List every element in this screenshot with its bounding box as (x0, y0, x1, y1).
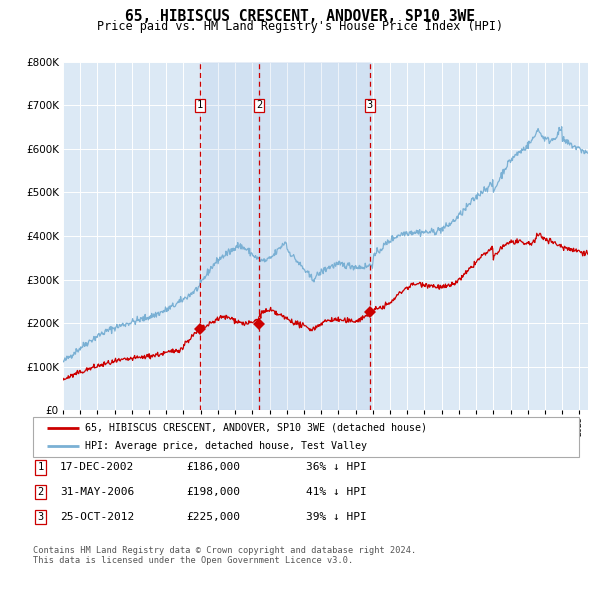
Text: 2: 2 (38, 487, 44, 497)
Text: 17-DEC-2002: 17-DEC-2002 (60, 463, 134, 472)
Text: 3: 3 (367, 100, 373, 110)
Text: Contains HM Land Registry data © Crown copyright and database right 2024.: Contains HM Land Registry data © Crown c… (33, 546, 416, 555)
Text: £186,000: £186,000 (186, 463, 240, 472)
Text: £198,000: £198,000 (186, 487, 240, 497)
Text: 25-OCT-2012: 25-OCT-2012 (60, 512, 134, 522)
Text: £225,000: £225,000 (186, 512, 240, 522)
Text: 1: 1 (197, 100, 203, 110)
FancyBboxPatch shape (33, 417, 579, 457)
Text: 39% ↓ HPI: 39% ↓ HPI (306, 512, 367, 522)
Text: 1: 1 (38, 463, 44, 472)
Text: 2: 2 (256, 100, 263, 110)
Text: HPI: Average price, detached house, Test Valley: HPI: Average price, detached house, Test… (85, 441, 367, 451)
Text: This data is licensed under the Open Government Licence v3.0.: This data is licensed under the Open Gov… (33, 556, 353, 565)
Text: 31-MAY-2006: 31-MAY-2006 (60, 487, 134, 497)
Text: Price paid vs. HM Land Registry's House Price Index (HPI): Price paid vs. HM Land Registry's House … (97, 20, 503, 33)
Text: 65, HIBISCUS CRESCENT, ANDOVER, SP10 3WE (detached house): 65, HIBISCUS CRESCENT, ANDOVER, SP10 3WE… (85, 423, 427, 433)
Bar (259, 62, 370, 410)
Text: 41% ↓ HPI: 41% ↓ HPI (306, 487, 367, 497)
Text: 65, HIBISCUS CRESCENT, ANDOVER, SP10 3WE: 65, HIBISCUS CRESCENT, ANDOVER, SP10 3WE (125, 9, 475, 24)
Text: 36% ↓ HPI: 36% ↓ HPI (306, 463, 367, 472)
Bar (200, 62, 259, 410)
Text: 3: 3 (38, 512, 44, 522)
